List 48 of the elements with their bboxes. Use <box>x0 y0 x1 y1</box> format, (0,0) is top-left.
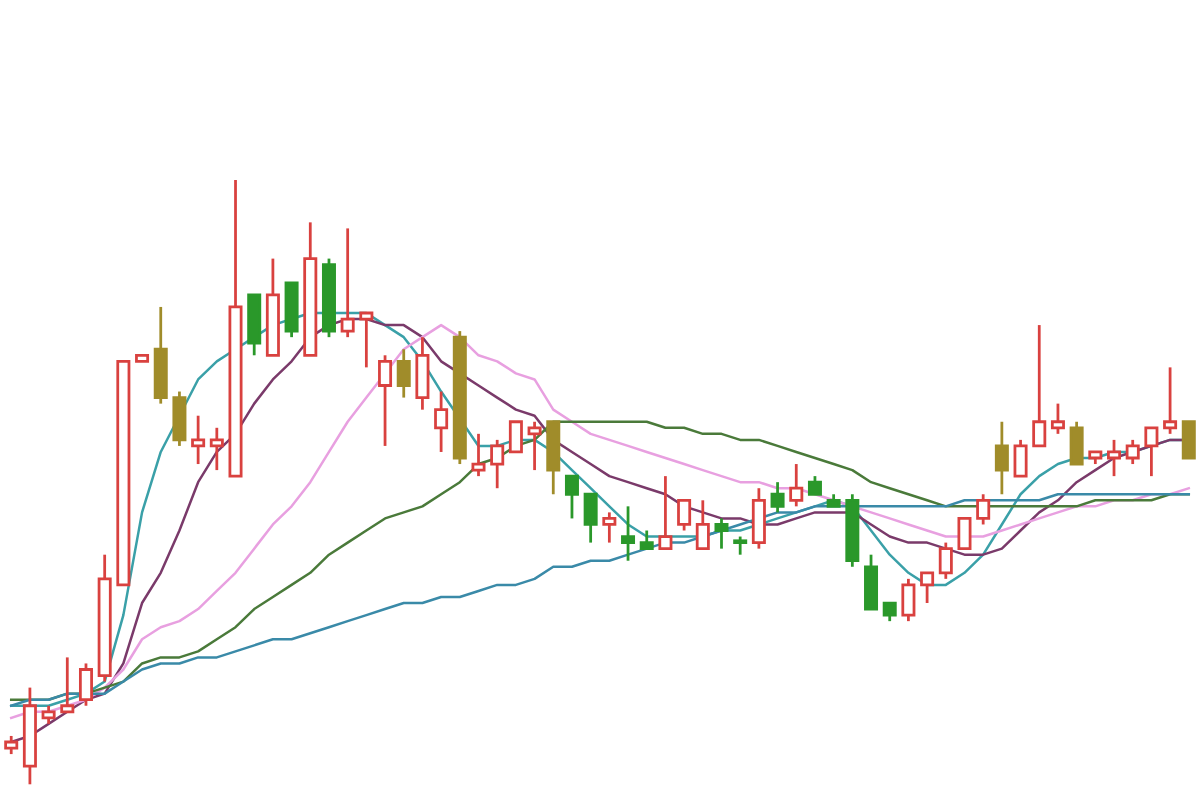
candlestick <box>938 541 953 581</box>
candlestick <box>396 347 411 399</box>
candlestick <box>508 420 523 454</box>
candlestick <box>658 474 673 551</box>
candlestick <box>1163 365 1178 436</box>
candlestick <box>920 571 935 605</box>
candlestick <box>60 656 75 714</box>
candlestick <box>583 492 598 544</box>
candlestick <box>639 529 654 551</box>
candlestick <box>78 662 93 708</box>
candlestick <box>1032 323 1047 448</box>
candlestick <box>1181 420 1196 460</box>
candlestick <box>789 462 804 508</box>
candlestick <box>882 601 897 623</box>
candlestick <box>4 734 19 756</box>
candlestick <box>1144 426 1159 478</box>
candlestick <box>994 420 1009 496</box>
candlestick <box>172 390 187 448</box>
candlestick <box>864 553 879 611</box>
candlestick <box>1107 438 1122 478</box>
candlestick <box>415 335 430 412</box>
candlestick <box>41 704 56 726</box>
candlestick <box>714 517 729 551</box>
candlestick <box>751 486 766 551</box>
candlestick <box>976 492 991 526</box>
candlestick <box>1050 402 1065 436</box>
candlestick <box>733 535 748 557</box>
candlestick <box>677 498 692 532</box>
candlestick <box>602 511 617 544</box>
candlestick <box>209 426 224 472</box>
candlestick <box>434 390 449 454</box>
candlestick <box>564 474 579 520</box>
candlestick <box>1069 420 1084 466</box>
candlestick <box>807 474 822 496</box>
candlestick <box>901 577 916 623</box>
candlestick <box>770 480 785 514</box>
candlestick <box>490 438 505 490</box>
candlestick <box>471 432 486 478</box>
candlestick <box>359 311 374 369</box>
candlestick <box>695 498 710 551</box>
candlestick <box>191 414 206 466</box>
candlestick <box>1013 438 1028 478</box>
candlestick <box>340 227 355 339</box>
candlestick <box>957 517 972 551</box>
candlestick <box>527 420 542 472</box>
candlestick <box>378 353 393 448</box>
candlestick <box>1125 438 1140 466</box>
candlestick <box>621 504 636 563</box>
